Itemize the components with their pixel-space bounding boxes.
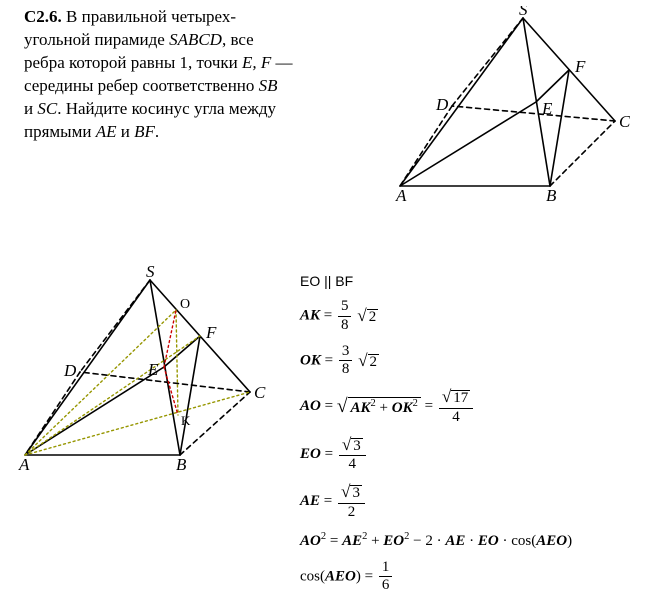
problem-statement: С2.6. В правильной четырех- угольной пир… bbox=[24, 6, 364, 144]
text: , все bbox=[222, 30, 254, 49]
sol-eo-parallel-bf: EO || BF bbox=[300, 273, 640, 289]
sol-ae: AE = √3 2 bbox=[300, 483, 640, 521]
svg-text:S: S bbox=[146, 262, 155, 281]
text: и bbox=[116, 122, 134, 141]
points-ef: E, F bbox=[242, 53, 271, 72]
svg-text:F: F bbox=[574, 57, 586, 76]
sol-cosine-result: cos(AEO) = 16 bbox=[300, 560, 640, 595]
line-ae: AE bbox=[96, 122, 117, 141]
sol-ak: AK = 58 √2 bbox=[300, 299, 640, 334]
svg-text:K: K bbox=[181, 413, 191, 428]
svg-text:O: O bbox=[180, 297, 190, 312]
svg-text:A: A bbox=[395, 186, 407, 201]
text: В правильной четырех- bbox=[66, 7, 236, 26]
text: — bbox=[271, 53, 292, 72]
text: ребра которой равны 1, точки bbox=[24, 53, 242, 72]
text: . Найдите косинус угла между bbox=[57, 99, 276, 118]
svg-text:D: D bbox=[63, 361, 77, 380]
svg-text:B: B bbox=[176, 455, 187, 470]
svg-text:C: C bbox=[619, 112, 630, 131]
svg-text:B: B bbox=[546, 186, 557, 201]
sol-eo: EO = √3 4 bbox=[300, 436, 640, 474]
sol-ao: AO = √ AK2 + OK2 = √17 4 bbox=[300, 388, 640, 426]
edge-sc: SC bbox=[37, 99, 57, 118]
text: угольной пирамиде bbox=[24, 30, 169, 49]
text: и bbox=[24, 99, 37, 118]
svg-text:C: C bbox=[254, 383, 266, 402]
pyramid-figure-2: A B C D S E FO K bbox=[10, 260, 280, 470]
pyramid-name: SABCD bbox=[169, 30, 222, 49]
problem-label: С2.6. bbox=[24, 7, 62, 26]
svg-text:D: D bbox=[435, 95, 449, 114]
text: середины ребер соответственно bbox=[24, 76, 259, 95]
sol-ok: OK = 38 √2 bbox=[300, 344, 640, 379]
edge-sb: SB bbox=[259, 76, 278, 95]
svg-text:F: F bbox=[205, 323, 217, 342]
pyramid-figure-1: A B C D S E F bbox=[380, 6, 630, 201]
line-bf: BF bbox=[134, 122, 155, 141]
svg-text:E: E bbox=[147, 360, 159, 379]
text: . bbox=[155, 122, 159, 141]
svg-text:S: S bbox=[519, 6, 528, 19]
text: прямыми bbox=[24, 122, 96, 141]
solution-block: EO || BF AK = 58 √2 OK = 38 √2 AO = √ AK… bbox=[300, 265, 640, 604]
svg-text:A: A bbox=[18, 455, 30, 470]
svg-text:E: E bbox=[541, 99, 553, 118]
sol-law-of-cosines: AO2 = AE2 + EO2 − 2 · AE · EO · cos(AEO) bbox=[300, 531, 640, 550]
